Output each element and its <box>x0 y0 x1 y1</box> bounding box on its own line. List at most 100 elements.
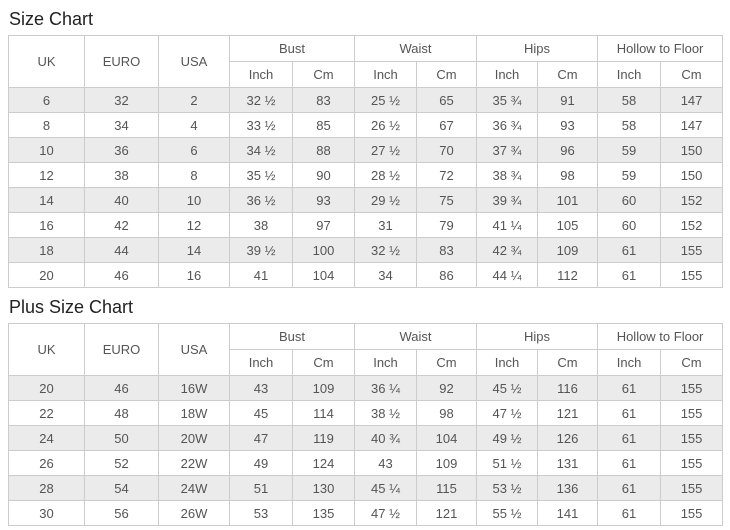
table-cell: 24W <box>158 475 230 501</box>
header-row-units: Inch Cm Inch Cm Inch Cm Inch Cm <box>9 61 724 88</box>
table-cell: 155 <box>660 262 724 288</box>
plus-size-chart-title: Plus Size Chart <box>9 297 134 317</box>
unit-header-hips-inch: Inch <box>476 349 539 376</box>
table-cell: 85 <box>291 112 356 138</box>
plus-size-chart-body: 20 46 16W 43 109 36 ¼ 92 45 ½ 116 61 155 22 48 18W 45 1… <box>8 375 724 526</box>
table-cell: 32 <box>84 87 159 113</box>
table-cell: 4 <box>158 112 230 138</box>
table-cell: 114 <box>291 400 356 426</box>
table-cell: 20 <box>8 375 85 401</box>
table-cell: 88 <box>291 137 356 163</box>
table-cell: 49 ½ <box>476 425 539 451</box>
unit-header-waist-cm: Cm <box>416 349 478 376</box>
table-cell: 97 <box>291 212 356 238</box>
table-cell: 33 ½ <box>229 112 293 138</box>
column-header-usa: USA <box>158 35 230 88</box>
unit-header-bust-cm: Cm <box>291 349 356 376</box>
table-cell: 38 <box>84 162 159 188</box>
table-row: 26 52 22W 49 124 43 109 51 ½ 131 61 155 <box>8 450 724 476</box>
table-cell: 35 ½ <box>229 162 293 188</box>
unit-header-hollow-inch: Inch <box>597 349 662 376</box>
table-cell: 61 <box>597 475 662 501</box>
table-cell: 41 ¼ <box>476 212 539 238</box>
table-cell: 20W <box>158 425 230 451</box>
table-cell: 100 <box>291 237 356 263</box>
table-cell: 83 <box>291 87 356 113</box>
table-cell: 98 <box>537 162 599 188</box>
table-cell: 47 ½ <box>476 400 539 426</box>
table-cell: 91 <box>537 87 599 113</box>
table-cell: 136 <box>537 475 599 501</box>
table-cell: 46 <box>84 375 159 401</box>
table-cell: 59 <box>597 137 662 163</box>
table-cell: 150 <box>660 162 724 188</box>
unit-header-bust-cm: Cm <box>291 61 356 88</box>
table-cell: 25 ½ <box>354 87 418 113</box>
column-group-hips: Hips <box>476 35 599 62</box>
table-cell: 6 <box>8 87 85 113</box>
table-cell: 18 <box>8 237 85 263</box>
table-row: 20 46 16 41 104 34 86 44 ¼ 112 61 155 <box>8 262 724 288</box>
table-cell: 109 <box>291 375 356 401</box>
table-cell: 45 ¼ <box>354 475 418 501</box>
table-cell: 14 <box>8 187 85 213</box>
table-cell: 61 <box>597 400 662 426</box>
table-cell: 12 <box>8 162 85 188</box>
column-group-bust: Bust <box>228 35 356 62</box>
table-cell: 28 ½ <box>354 162 418 188</box>
unit-header-bust-inch: Inch <box>229 349 293 376</box>
table-cell: 27 ½ <box>354 137 418 163</box>
table-cell: 32 ½ <box>354 237 418 263</box>
column-group-bust: Bust <box>228 323 356 350</box>
table-cell: 119 <box>291 425 356 451</box>
column-header-euro: EURO <box>84 35 159 88</box>
table-cell: 109 <box>416 450 478 476</box>
table-cell: 43 <box>229 375 293 401</box>
table-row: 14 40 10 36 ½ 93 29 ½ 75 39 ¾ 101 60 152 <box>8 187 724 213</box>
table-cell: 104 <box>291 262 356 288</box>
table-cell: 51 ½ <box>476 450 539 476</box>
table-cell: 39 ½ <box>229 237 293 263</box>
table-cell: 59 <box>597 162 662 188</box>
table-cell: 38 ¾ <box>476 162 539 188</box>
table-cell: 61 <box>597 450 662 476</box>
table-cell: 115 <box>416 475 478 501</box>
table-cell: 47 <box>229 425 293 451</box>
table-cell: 155 <box>660 475 724 501</box>
table-cell: 155 <box>660 425 724 451</box>
table-cell: 141 <box>537 500 599 526</box>
unit-header-hips-cm: Cm <box>537 349 599 376</box>
table-row: 10 36 6 34 ½ 88 27 ½ 70 37 ¾ 96 59 150 <box>8 137 724 163</box>
table-cell: 40 <box>84 187 159 213</box>
table-cell: 28 <box>8 475 85 501</box>
table-cell: 48 <box>84 400 159 426</box>
table-cell: 51 <box>229 475 293 501</box>
table-row: 30 56 26W 53 135 47 ½ 121 55 ½ 141 61 155 <box>8 500 724 526</box>
table-cell: 135 <box>291 500 356 526</box>
table-row: 20 46 16W 43 109 36 ¼ 92 45 ½ 116 61 155 <box>8 375 724 401</box>
table-cell: 30 <box>8 500 85 526</box>
plus-size-chart-header: UK EURO USA Bust Waist Hips Hollow to Fl… <box>8 323 724 376</box>
table-cell: 24 <box>8 425 85 451</box>
table-cell: 55 ½ <box>476 500 539 526</box>
table-cell: 93 <box>291 187 356 213</box>
column-group-waist: Waist <box>354 35 478 62</box>
table-cell: 16W <box>158 375 230 401</box>
table-cell: 20 <box>8 262 85 288</box>
column-header-uk: UK <box>8 35 85 88</box>
table-cell: 36 ¾ <box>476 112 539 138</box>
header-row-groups: UK EURO USA Bust Waist Hips Hollow to Fl… <box>8 323 724 376</box>
table-cell: 67 <box>416 112 478 138</box>
table-cell: 22 <box>8 400 85 426</box>
table-cell: 152 <box>660 212 724 238</box>
table-cell: 75 <box>416 187 478 213</box>
table-cell: 36 <box>84 137 159 163</box>
table-cell: 121 <box>416 500 478 526</box>
table-row: 28 54 24W 51 130 45 ¼ 115 53 ½ 136 61 155 <box>8 475 724 501</box>
table-cell: 109 <box>537 237 599 263</box>
table-cell: 46 <box>84 262 159 288</box>
table-cell: 12 <box>158 212 230 238</box>
table-cell: 34 <box>84 112 159 138</box>
table-cell: 124 <box>291 450 356 476</box>
table-cell: 8 <box>8 112 85 138</box>
